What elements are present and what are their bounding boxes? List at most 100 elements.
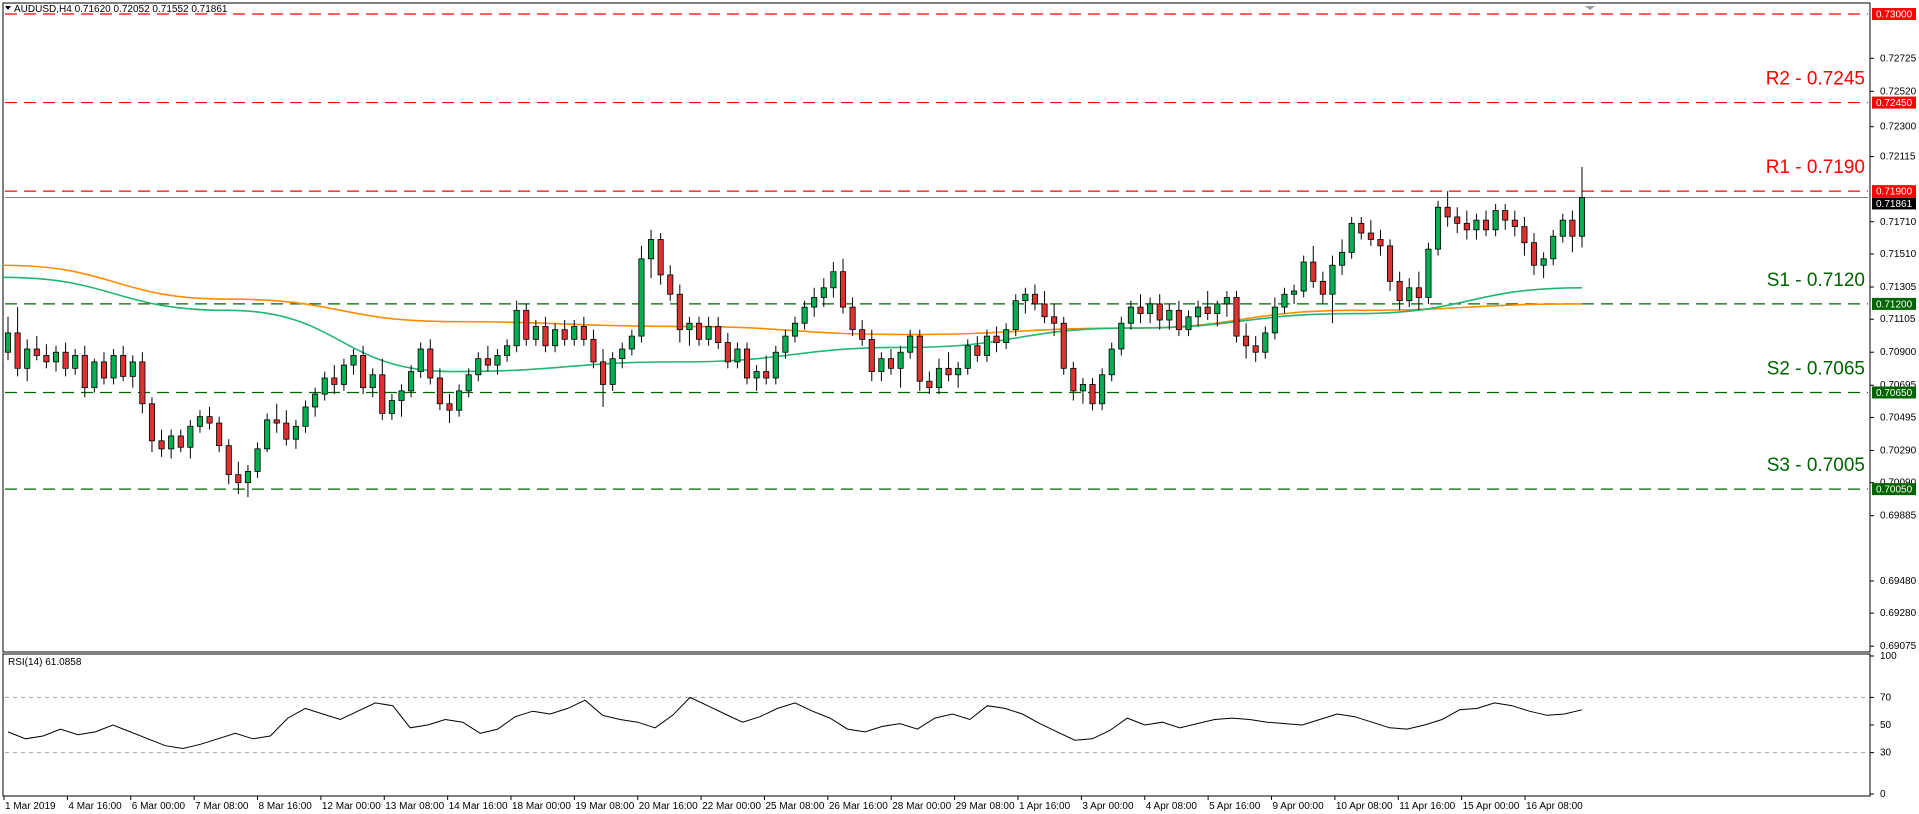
candle[interactable] — [1137, 294, 1144, 324]
candle[interactable] — [955, 361, 962, 388]
candle[interactable] — [1473, 213, 1480, 240]
candle[interactable] — [1070, 361, 1077, 401]
candle[interactable] — [1377, 229, 1384, 256]
candle[interactable] — [129, 355, 136, 388]
candle[interactable] — [1339, 239, 1346, 275]
candle[interactable] — [110, 349, 117, 385]
candle[interactable] — [1195, 300, 1202, 327]
candle[interactable] — [379, 358, 386, 420]
candle[interactable] — [302, 400, 309, 433]
candle[interactable] — [1502, 204, 1509, 230]
candle[interactable] — [1166, 303, 1173, 330]
candle[interactable] — [1031, 284, 1038, 311]
candle[interactable] — [1243, 323, 1250, 359]
candle[interactable] — [1511, 210, 1518, 237]
candle[interactable] — [1262, 326, 1269, 359]
candle[interactable] — [1214, 300, 1221, 327]
candle[interactable] — [484, 345, 491, 372]
candle[interactable] — [62, 342, 69, 377]
candle[interactable] — [187, 419, 194, 459]
candle[interactable] — [619, 342, 626, 369]
candle[interactable] — [1434, 200, 1442, 256]
candle[interactable] — [964, 339, 971, 375]
candle[interactable] — [436, 368, 443, 411]
candle[interactable] — [849, 297, 856, 337]
candle[interactable] — [33, 336, 40, 361]
candle[interactable] — [552, 323, 559, 353]
candle[interactable] — [1060, 316, 1067, 375]
candle[interactable] — [52, 345, 60, 372]
candle[interactable] — [1099, 368, 1106, 411]
candle[interactable] — [177, 429, 184, 453]
candle[interactable] — [926, 371, 933, 395]
candle[interactable] — [715, 316, 722, 350]
candle[interactable] — [1108, 342, 1115, 382]
candle[interactable] — [1387, 239, 1394, 292]
candle[interactable] — [1482, 210, 1490, 237]
candle[interactable] — [1233, 291, 1240, 343]
candle[interactable] — [360, 345, 367, 395]
candle[interactable] — [331, 365, 338, 395]
candle[interactable] — [1569, 210, 1576, 253]
candle[interactable] — [43, 344, 50, 369]
candle[interactable] — [523, 303, 530, 346]
candle[interactable] — [1329, 255, 1336, 324]
candle[interactable] — [916, 329, 923, 391]
candle[interactable] — [782, 329, 789, 359]
candle[interactable] — [273, 403, 280, 433]
candle[interactable] — [1147, 297, 1154, 324]
candle[interactable] — [1578, 166, 1586, 248]
candle[interactable] — [91, 358, 98, 393]
candle[interactable] — [600, 349, 607, 407]
candle[interactable] — [1271, 297, 1278, 340]
candle[interactable] — [206, 406, 213, 430]
candle[interactable] — [1559, 213, 1566, 243]
candle[interactable] — [945, 352, 952, 382]
candle[interactable] — [1540, 252, 1547, 279]
candle[interactable] — [590, 329, 597, 369]
candle[interactable] — [1425, 242, 1432, 304]
candle[interactable] — [801, 300, 808, 330]
candle[interactable] — [705, 316, 712, 346]
candle[interactable] — [158, 429, 165, 457]
candle[interactable] — [1300, 255, 1307, 298]
candle[interactable] — [14, 307, 21, 377]
candle[interactable] — [1281, 287, 1288, 314]
candle[interactable] — [907, 329, 914, 359]
candle[interactable] — [81, 345, 88, 398]
candle[interactable] — [897, 345, 904, 388]
candle[interactable] — [647, 229, 655, 279]
candle[interactable] — [24, 339, 31, 382]
candle[interactable] — [724, 332, 731, 369]
candle[interactable] — [868, 329, 875, 382]
candle[interactable] — [791, 316, 799, 343]
candle[interactable] — [196, 410, 203, 433]
candle[interactable] — [369, 368, 376, 398]
candle[interactable] — [388, 394, 395, 420]
candle[interactable] — [734, 342, 741, 369]
candle[interactable] — [1415, 271, 1422, 311]
candle[interactable] — [168, 429, 175, 459]
candle[interactable] — [148, 397, 156, 453]
candle[interactable] — [1358, 216, 1365, 240]
candle[interactable] — [628, 329, 635, 356]
candle[interactable] — [878, 352, 885, 382]
candle[interactable] — [753, 365, 760, 391]
candle[interactable] — [571, 320, 578, 346]
candle[interactable] — [1310, 245, 1317, 288]
chart-menu-triangle-icon[interactable] — [5, 6, 11, 10]
candle[interactable] — [1396, 271, 1403, 311]
candle[interactable] — [1089, 377, 1096, 411]
candle[interactable] — [1204, 291, 1211, 321]
candle[interactable] — [225, 439, 232, 485]
candle[interactable] — [1127, 300, 1134, 330]
candle[interactable] — [1521, 216, 1528, 256]
candle[interactable] — [350, 349, 357, 375]
candle[interactable] — [1530, 233, 1538, 275]
candle[interactable] — [561, 320, 568, 346]
candle[interactable] — [532, 320, 539, 346]
candle[interactable] — [100, 352, 108, 385]
candle[interactable] — [1012, 294, 1019, 337]
candle[interactable] — [1051, 303, 1058, 337]
candle[interactable] — [1223, 291, 1230, 317]
